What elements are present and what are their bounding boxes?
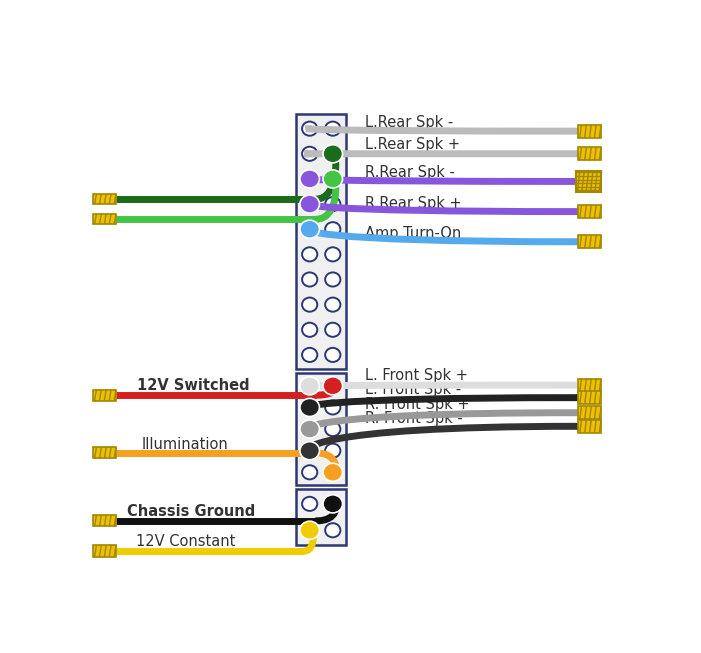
Text: Chassis Ground: Chassis Ground — [127, 504, 255, 519]
Circle shape — [302, 197, 318, 211]
Circle shape — [302, 172, 318, 186]
FancyBboxPatch shape — [578, 125, 601, 138]
Text: L. Front Spk +: L. Front Spk + — [365, 368, 468, 383]
FancyBboxPatch shape — [296, 488, 346, 545]
Circle shape — [300, 377, 320, 395]
Circle shape — [302, 523, 318, 537]
Circle shape — [323, 170, 343, 188]
Circle shape — [325, 197, 341, 211]
Circle shape — [302, 422, 318, 436]
FancyBboxPatch shape — [578, 235, 601, 248]
Circle shape — [325, 400, 341, 415]
Circle shape — [300, 195, 320, 213]
Circle shape — [325, 379, 341, 393]
Circle shape — [325, 272, 341, 287]
Circle shape — [325, 298, 341, 311]
FancyBboxPatch shape — [93, 515, 116, 526]
Circle shape — [302, 222, 318, 236]
Circle shape — [300, 441, 320, 460]
Circle shape — [325, 147, 341, 161]
Circle shape — [302, 121, 318, 136]
Circle shape — [302, 443, 318, 458]
Circle shape — [325, 172, 341, 186]
Circle shape — [325, 497, 341, 511]
Text: 12V Switched: 12V Switched — [137, 377, 250, 392]
Text: Illumination: Illumination — [142, 437, 229, 452]
Circle shape — [302, 272, 318, 287]
FancyBboxPatch shape — [578, 406, 601, 419]
Text: L.Rear Spk -: L.Rear Spk - — [365, 115, 453, 129]
Circle shape — [325, 443, 341, 458]
Circle shape — [302, 323, 318, 337]
Circle shape — [300, 398, 320, 417]
FancyBboxPatch shape — [578, 379, 601, 392]
Circle shape — [300, 420, 320, 438]
FancyBboxPatch shape — [578, 205, 601, 218]
Circle shape — [325, 465, 341, 479]
Circle shape — [325, 247, 341, 261]
FancyBboxPatch shape — [578, 391, 601, 404]
Circle shape — [323, 145, 343, 163]
Text: Amp Turn-On: Amp Turn-On — [365, 226, 461, 241]
Circle shape — [300, 521, 320, 539]
Circle shape — [302, 497, 318, 511]
Circle shape — [325, 422, 341, 436]
FancyBboxPatch shape — [578, 420, 601, 433]
Circle shape — [323, 377, 343, 395]
Circle shape — [300, 220, 320, 238]
Text: R. Front Spk -: R. Front Spk - — [365, 411, 463, 426]
Circle shape — [302, 247, 318, 261]
Circle shape — [325, 523, 341, 537]
FancyBboxPatch shape — [296, 114, 346, 370]
Circle shape — [302, 465, 318, 479]
Circle shape — [325, 348, 341, 362]
FancyBboxPatch shape — [576, 171, 601, 192]
FancyBboxPatch shape — [296, 373, 346, 485]
Text: L. Front Spk -: L. Front Spk - — [365, 381, 461, 396]
FancyBboxPatch shape — [93, 214, 116, 224]
Circle shape — [323, 495, 343, 513]
Circle shape — [302, 400, 318, 415]
FancyBboxPatch shape — [93, 194, 116, 204]
Circle shape — [325, 323, 341, 337]
Circle shape — [300, 170, 320, 188]
Text: R. Front Spk +: R. Front Spk + — [365, 396, 469, 411]
Circle shape — [325, 121, 341, 136]
FancyBboxPatch shape — [93, 390, 116, 401]
Circle shape — [323, 463, 343, 481]
Circle shape — [302, 348, 318, 362]
Circle shape — [302, 147, 318, 161]
FancyBboxPatch shape — [578, 147, 601, 161]
Circle shape — [302, 379, 318, 393]
FancyBboxPatch shape — [93, 545, 116, 556]
Text: R.Rear Spk +: R.Rear Spk + — [365, 195, 461, 210]
FancyBboxPatch shape — [93, 447, 116, 458]
Text: 12V Constant: 12V Constant — [136, 534, 235, 549]
Text: R.Rear Spk -: R.Rear Spk - — [365, 165, 454, 180]
Text: L.Rear Spk +: L.Rear Spk + — [365, 137, 460, 152]
Circle shape — [325, 222, 341, 236]
Circle shape — [302, 298, 318, 311]
